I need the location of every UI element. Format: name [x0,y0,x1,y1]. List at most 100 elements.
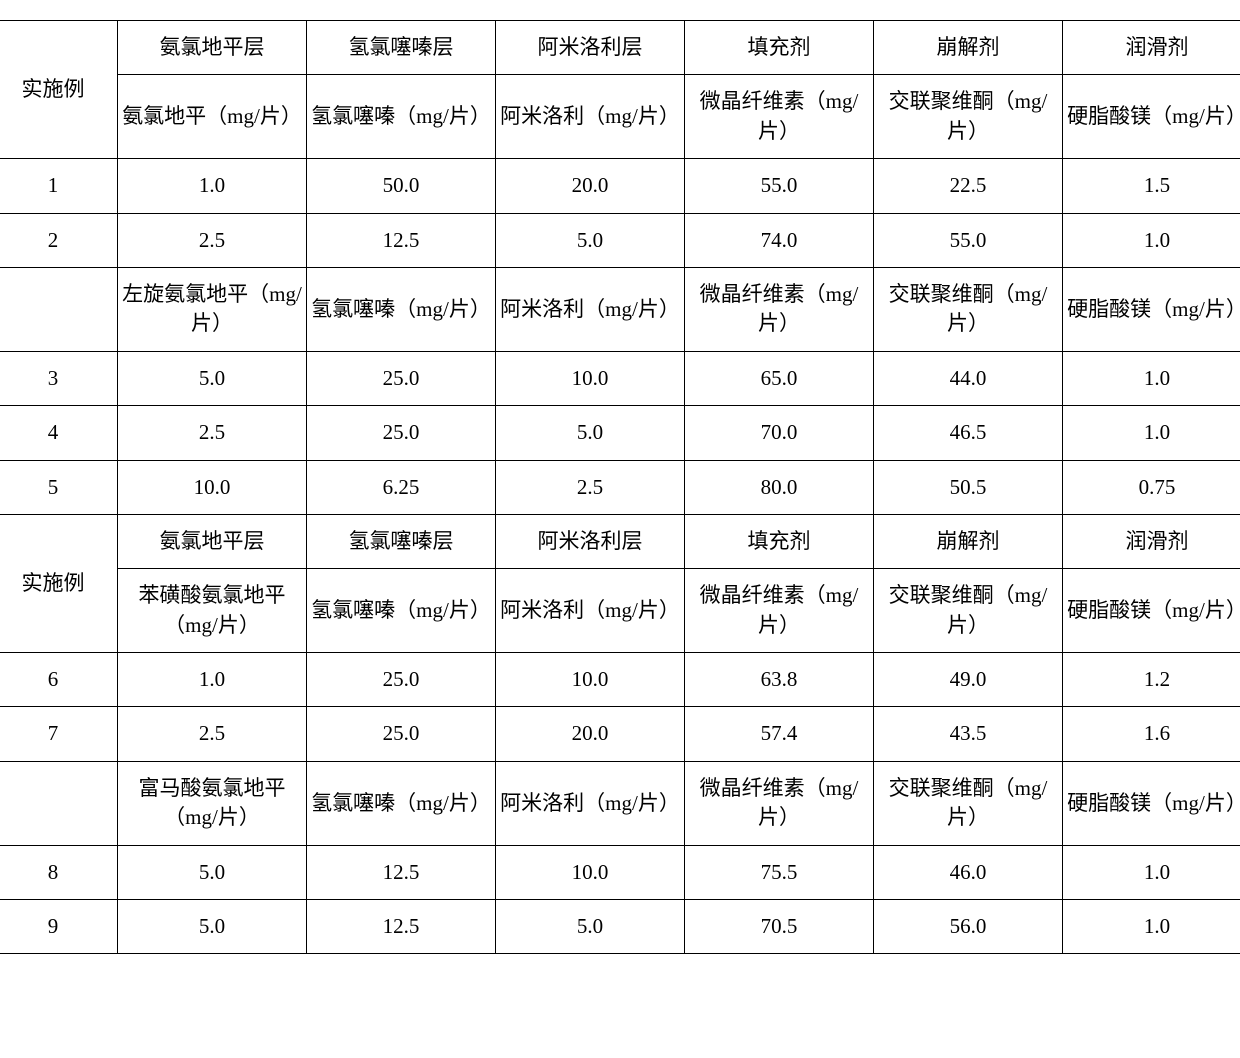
subheader-cell: 硬脂酸镁（mg/片） [1063,569,1240,653]
subheader-cell: 阿米洛利（mg/片） [496,569,685,653]
header-cell: 填充剂 [685,21,874,75]
data-cell: 20.0 [496,707,685,761]
data-cell: 44.0 [874,351,1063,405]
row-num-cell: 6 [0,653,118,707]
data-cell: 5.0 [496,900,685,954]
data-cell: 1.0 [1063,406,1240,460]
table-row: 左旋氨氯地平（mg/片） 氢氯噻嗪（mg/片） 阿米洛利（mg/片） 微晶纤维素… [0,267,1240,351]
data-cell: 57.4 [685,707,874,761]
data-cell: 2.5 [118,406,307,460]
data-cell: 5.0 [118,845,307,899]
data-cell: 0.75 [1063,460,1240,514]
row-num-cell: 3 [0,351,118,405]
data-cell: 25.0 [307,406,496,460]
data-cell: 12.5 [307,845,496,899]
data-cell: 2.5 [118,707,307,761]
table-row: 5 10.0 6.25 2.5 80.0 50.5 0.75 [0,460,1240,514]
header-cell: 润滑剂 [1063,21,1240,75]
data-cell: 65.0 [685,351,874,405]
data-cell: 46.0 [874,845,1063,899]
data-cell: 25.0 [307,351,496,405]
data-cell: 6.25 [307,460,496,514]
table-row: 4 2.5 25.0 5.0 70.0 46.5 1.0 [0,406,1240,460]
subheader-cell: 苯磺酸氨氯地平（mg/片） [118,569,307,653]
row-num-cell: 7 [0,707,118,761]
row-num-cell: 8 [0,845,118,899]
table-row: 8 5.0 12.5 10.0 75.5 46.0 1.0 [0,845,1240,899]
subheader-cell: 富马酸氨氯地平（mg/片） [118,761,307,845]
data-cell: 1.0 [1063,900,1240,954]
data-cell: 1.0 [118,159,307,213]
table-row: 氨氯地平（mg/片） 氢氯噻嗪（mg/片） 阿米洛利（mg/片） 微晶纤维素（m… [0,75,1240,159]
subheader-cell: 阿米洛利（mg/片） [496,761,685,845]
header-cell: 氢氯噻嗪层 [307,21,496,75]
data-cell: 25.0 [307,707,496,761]
header-cell: 崩解剂 [874,21,1063,75]
formulation-table: 实施例 氨氯地平层 氢氯噻嗪层 阿米洛利层 填充剂 崩解剂 润滑剂 氨氯地平（m… [0,20,1240,954]
data-cell: 25.0 [307,653,496,707]
data-cell: 70.5 [685,900,874,954]
subheader-cell: 氢氯噻嗪（mg/片） [307,267,496,351]
table-row: 9 5.0 12.5 5.0 70.5 56.0 1.0 [0,900,1240,954]
header-cell: 阿米洛利层 [496,21,685,75]
data-cell: 1.0 [1063,351,1240,405]
row-num-cell: 9 [0,900,118,954]
subheader-cell: 硬脂酸镁（mg/片） [1063,267,1240,351]
table-row: 富马酸氨氯地平（mg/片） 氢氯噻嗪（mg/片） 阿米洛利（mg/片） 微晶纤维… [0,761,1240,845]
data-cell: 1.0 [1063,845,1240,899]
data-cell: 50.5 [874,460,1063,514]
data-cell: 55.0 [874,213,1063,267]
table-row: 6 1.0 25.0 10.0 63.8 49.0 1.2 [0,653,1240,707]
data-cell: 1.5 [1063,159,1240,213]
subheader-cell: 阿米洛利（mg/片） [496,267,685,351]
row-num-cell: 2 [0,213,118,267]
data-cell: 80.0 [685,460,874,514]
subheader-cell: 交联聚维酮（mg/片） [874,569,1063,653]
data-cell: 10.0 [496,351,685,405]
data-cell: 12.5 [307,213,496,267]
data-cell: 10.0 [496,653,685,707]
subheader-cell: 硬脂酸镁（mg/片） [1063,75,1240,159]
row-num-cell: 5 [0,460,118,514]
data-cell: 49.0 [874,653,1063,707]
data-cell: 10.0 [118,460,307,514]
header-cell: 氨氯地平层 [118,21,307,75]
data-cell: 20.0 [496,159,685,213]
header-cell: 崩解剂 [874,514,1063,568]
data-cell: 70.0 [685,406,874,460]
data-cell: 43.5 [874,707,1063,761]
data-cell: 1.0 [118,653,307,707]
subheader-cell: 微晶纤维素（mg/片） [685,75,874,159]
table-row: 实施例 氨氯地平层 氢氯噻嗪层 阿米洛利层 填充剂 崩解剂 润滑剂 [0,514,1240,568]
empty-cell [0,267,118,351]
subheader-cell: 交联聚维酮（mg/片） [874,75,1063,159]
table-row: 实施例 氨氯地平层 氢氯噻嗪层 阿米洛利层 填充剂 崩解剂 润滑剂 [0,21,1240,75]
row-num-cell: 4 [0,406,118,460]
header-cell: 阿米洛利层 [496,514,685,568]
row-num-cell: 1 [0,159,118,213]
subheader-cell: 微晶纤维素（mg/片） [685,569,874,653]
subheader-cell: 氢氯噻嗪（mg/片） [307,761,496,845]
data-cell: 75.5 [685,845,874,899]
subheader-cell: 氢氯噻嗪（mg/片） [307,569,496,653]
row-label-cell: 实施例 [0,514,118,652]
subheader-cell: 氨氯地平（mg/片） [118,75,307,159]
data-cell: 12.5 [307,900,496,954]
header-cell: 填充剂 [685,514,874,568]
data-cell: 46.5 [874,406,1063,460]
data-cell: 55.0 [685,159,874,213]
data-cell: 5.0 [118,900,307,954]
row-label-cell: 实施例 [0,21,118,159]
subheader-cell: 微晶纤维素（mg/片） [685,761,874,845]
data-cell: 10.0 [496,845,685,899]
table-row: 1 1.0 50.0 20.0 55.0 22.5 1.5 [0,159,1240,213]
data-cell: 1.2 [1063,653,1240,707]
subheader-cell: 左旋氨氯地平（mg/片） [118,267,307,351]
data-cell: 2.5 [496,460,685,514]
table-row: 2 2.5 12.5 5.0 74.0 55.0 1.0 [0,213,1240,267]
header-cell: 氨氯地平层 [118,514,307,568]
empty-cell [0,761,118,845]
data-cell: 5.0 [496,406,685,460]
data-cell: 1.0 [1063,213,1240,267]
header-cell: 润滑剂 [1063,514,1240,568]
